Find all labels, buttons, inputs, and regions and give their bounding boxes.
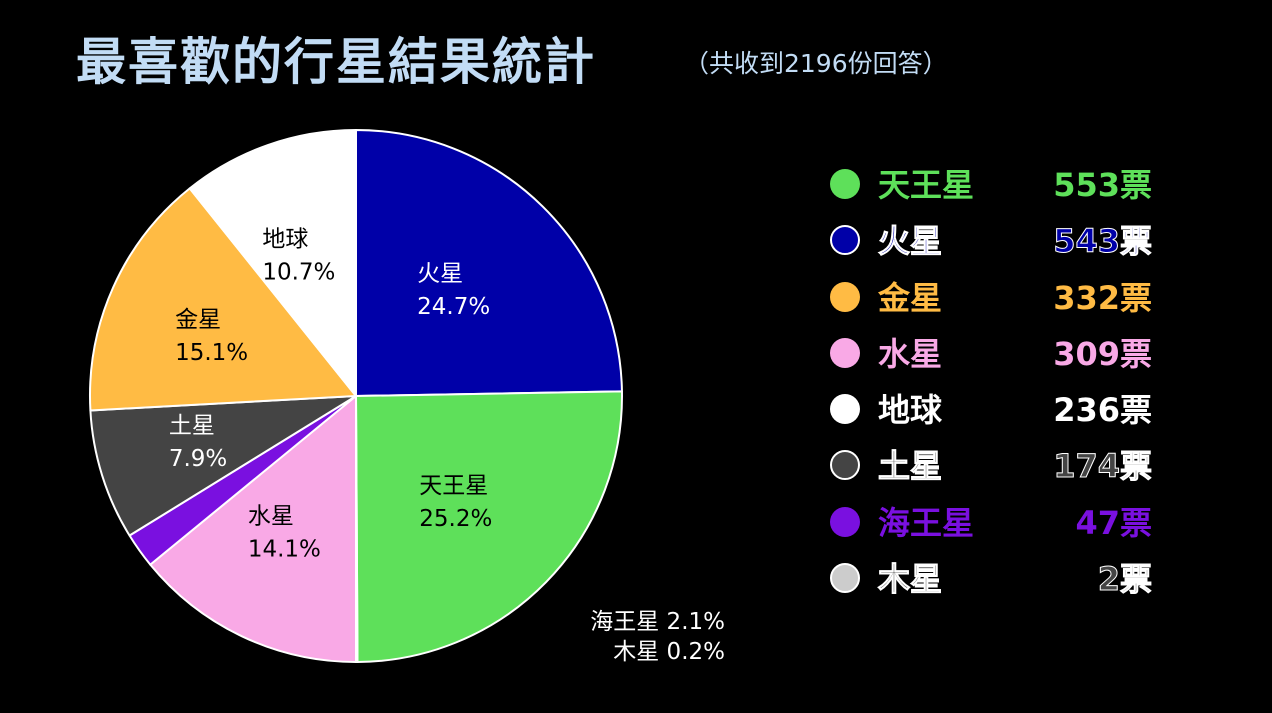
legend-item-votes: 236票 [1053,391,1152,430]
legend-swatch-icon [830,281,860,312]
legend-item-name: 金星 [878,278,943,317]
pie-slice-label-3: 水星 14.1% [248,504,321,563]
legend-item-name: 地球 [878,391,943,430]
pie-slice-label-1: 天王星 25.2% [419,473,492,532]
legend-swatch-icon [830,169,860,199]
pie-slice-name-1: 天王星 [419,473,488,499]
legend-item-votes: 309票 [1053,334,1152,373]
pie-slice-label-7: 地球 10.7% [262,226,335,285]
legend-item: 海王星 47票 [826,495,1166,551]
legend-item: 木星 2票 [826,551,1166,607]
legend-item-votes: 2票 [1097,560,1152,599]
chart-subtitle: （共收到2196份回答） [684,49,948,78]
pie-slice-7 [188,129,357,397]
legend-item-votes: 47票 [1075,503,1152,542]
pie-slice-percent-6: 15.1% [175,340,248,366]
legend-item-name: 天王星 [878,166,975,204]
pie-slice-percent-7: 10.7% [262,259,335,285]
pie-slice-6 [89,187,357,412]
pie-slice-name-3: 水星 [248,504,294,530]
pie-outside-labels: 海王星 2.1% 木星 0.2% [590,609,725,665]
legend: 天王星 553票火星 543票金星 332票水星 309票地球 236票土星 174票海王星… [826,157,1166,607]
legend-swatch-icon [830,225,860,256]
legend-swatch-icon [830,450,860,481]
legend-item: 金星 332票 [826,270,1166,326]
legend-item-votes: 332票 [1053,278,1152,317]
pie-slice-name-0: 火星 [417,261,463,287]
chart-title: 最喜歡的行星結果統計 [76,33,596,91]
pie-slice-0 [355,129,623,397]
pie-slice-label-6: 金星 15.1% [175,307,248,366]
pie-outside-label-0: 海王星 2.1% [590,609,725,635]
pie-slice-percent-1: 25.2% [419,506,492,532]
legend-item-name: 土星 [877,447,943,486]
pie-slice-label-0: 火星 24.7% [417,261,490,320]
pie-slice-1 [355,390,623,663]
pie-slice-percent-5: 7.9% [169,446,227,472]
pie-slice-percent-3: 14.1% [248,537,321,563]
legend-swatch-icon [830,506,860,537]
pie-slice-name-7: 地球 [262,226,308,252]
legend-swatch-icon [830,394,860,425]
pie-slice-labels: 火星 24.7% 天王星 25.2% 水星 14.1% 土星 7.9% 金星 15.1% 地球 10.… [169,226,493,562]
pie-slice-5 [89,395,357,537]
legend-swatch-icon [830,563,860,594]
legend-item-votes: 174票 [1053,447,1153,486]
legend-item: 土星 174票 [826,438,1166,494]
legend-item: 地球 236票 [826,382,1166,438]
pie-slice-percent-0: 24.7% [417,294,490,320]
pie-slices [89,129,623,664]
pie-outside-label-1: 木星 0.2% [613,639,725,665]
pie-slice-name-5: 土星 [169,413,215,439]
legend-item: 天王星 553票 [826,157,1166,213]
pie-slice-name-6: 金星 [175,307,221,333]
legend-item-votes: 543票 [1053,222,1153,261]
pie-slice-label-5: 土星 7.9% [169,413,227,472]
legend-swatch-icon [830,337,860,368]
legend-item-name: 海王星 [878,503,975,542]
legend-item: 火星 543票 [826,213,1166,269]
legend-item-name: 水星 [878,334,943,373]
legend-item-votes: 553票 [1053,166,1152,204]
legend-item: 水星 309票 [826,326,1166,382]
pie-slice-3 [149,395,357,663]
legend-item-name: 木星 [877,560,943,599]
legend-item-name: 火星 [877,222,943,261]
